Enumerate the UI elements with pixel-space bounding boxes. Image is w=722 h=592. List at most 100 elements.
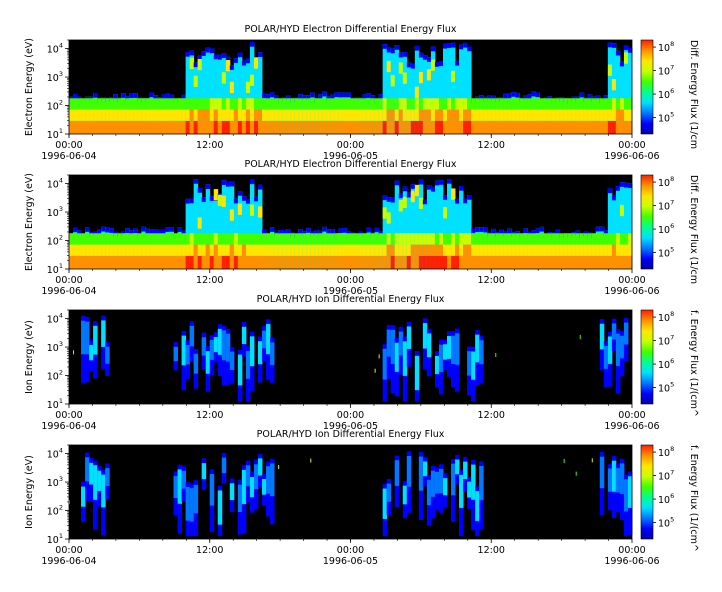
flux-cell bbox=[310, 233, 315, 245]
flux-cell bbox=[314, 233, 319, 245]
x-tick-date: 1996-06-06 bbox=[604, 421, 659, 432]
flux-cell bbox=[503, 109, 508, 121]
y-tick-label: 102 bbox=[47, 504, 63, 518]
flux-cell bbox=[451, 120, 456, 134]
flux-cell bbox=[201, 98, 207, 110]
flux-cell bbox=[607, 468, 613, 492]
flux-cell bbox=[394, 180, 400, 269]
flux-cell bbox=[105, 120, 110, 134]
flux-cell bbox=[310, 120, 315, 134]
flux-cell bbox=[282, 233, 287, 245]
flux-cell bbox=[253, 109, 259, 121]
flux-cell bbox=[607, 188, 613, 269]
flux-cell bbox=[274, 244, 279, 256]
x-tick-label: 00:00 bbox=[337, 545, 364, 556]
flux-cell bbox=[330, 233, 335, 245]
flux-cell bbox=[410, 184, 416, 269]
flux-cell bbox=[406, 326, 412, 349]
flux-cell bbox=[354, 109, 359, 121]
flux-cell bbox=[101, 320, 106, 347]
flux-cell bbox=[314, 230, 319, 236]
flux-cell bbox=[185, 244, 191, 256]
x-tick-label: 00:00 bbox=[55, 275, 82, 286]
flux-cell bbox=[89, 109, 94, 121]
flux-cell bbox=[358, 255, 363, 269]
flux-cell bbox=[615, 468, 621, 493]
flux-cell bbox=[414, 109, 420, 121]
flux-cell bbox=[229, 109, 235, 121]
flux-cell bbox=[249, 109, 255, 121]
flux-cell bbox=[245, 350, 251, 379]
flux-cell bbox=[141, 98, 146, 110]
flux-cell bbox=[233, 233, 239, 245]
flux-cell bbox=[438, 255, 444, 269]
flux-cell bbox=[282, 255, 287, 269]
flux-cell bbox=[93, 109, 98, 121]
flux-cell bbox=[330, 109, 335, 121]
flux-cell bbox=[270, 233, 275, 245]
flux-cell bbox=[619, 120, 625, 134]
flux-cell bbox=[447, 98, 452, 110]
flux-cell bbox=[161, 233, 166, 245]
flux-cell bbox=[266, 244, 271, 256]
flux-cell bbox=[491, 244, 496, 256]
flux-cell bbox=[69, 98, 74, 110]
flux-cell bbox=[555, 109, 561, 121]
flux-cell bbox=[463, 98, 468, 110]
flux-cell bbox=[270, 109, 275, 121]
flux-cell bbox=[278, 230, 283, 235]
flux-cell bbox=[547, 244, 552, 256]
flux-cell bbox=[430, 120, 436, 134]
flux-cell bbox=[402, 52, 408, 57]
flux-cell bbox=[362, 233, 367, 245]
flux-cell bbox=[358, 109, 363, 121]
flux-cell bbox=[414, 187, 420, 269]
flux-cell bbox=[213, 189, 219, 201]
flux-cell bbox=[145, 120, 150, 134]
flux-cell bbox=[386, 60, 392, 73]
flux-cell bbox=[129, 120, 134, 134]
flux-cell bbox=[607, 98, 613, 110]
flux-cell bbox=[607, 233, 613, 245]
flux-cell bbox=[205, 184, 211, 269]
flux-cell bbox=[133, 120, 138, 134]
flux-cell bbox=[81, 255, 86, 269]
flux-cell bbox=[145, 109, 150, 121]
flux-cell bbox=[209, 98, 215, 110]
flux-cell bbox=[531, 244, 536, 256]
flux-cell bbox=[627, 233, 633, 245]
flux-cell bbox=[619, 233, 625, 245]
flux-cell bbox=[523, 95, 528, 101]
flux-cell bbox=[318, 244, 323, 256]
flux-cell bbox=[519, 98, 524, 110]
flux-cell bbox=[503, 255, 508, 269]
flux-cell bbox=[471, 109, 476, 121]
flux-cell bbox=[531, 120, 536, 134]
flux-cell bbox=[77, 120, 82, 134]
flux-cell bbox=[338, 92, 343, 98]
flux-cell bbox=[487, 98, 492, 110]
flux-cell bbox=[334, 233, 339, 245]
flux-cell bbox=[157, 255, 162, 269]
flux-cell bbox=[587, 255, 593, 269]
flux-cell bbox=[105, 346, 110, 364]
flux-cell bbox=[322, 255, 327, 269]
panel-2: POLAR/HYD Electron Differential Energy F… bbox=[24, 159, 699, 297]
flux-cell bbox=[418, 197, 424, 210]
flux-cell bbox=[229, 81, 235, 94]
flux-cell bbox=[551, 233, 556, 245]
flux-cell bbox=[463, 198, 468, 204]
flux-cell bbox=[193, 484, 199, 514]
flux-cell bbox=[249, 42, 255, 134]
flux-cell bbox=[555, 98, 561, 110]
flux-cell bbox=[266, 466, 271, 494]
flux-cell bbox=[519, 233, 524, 245]
flux-cell bbox=[515, 109, 520, 121]
flux-cell bbox=[402, 255, 408, 269]
flux-cell bbox=[559, 120, 565, 134]
flux-cell bbox=[366, 227, 372, 233]
flux-cell bbox=[406, 98, 412, 110]
flux-cell bbox=[575, 233, 581, 245]
flux-cell bbox=[394, 233, 400, 245]
flux-cell bbox=[165, 93, 170, 99]
